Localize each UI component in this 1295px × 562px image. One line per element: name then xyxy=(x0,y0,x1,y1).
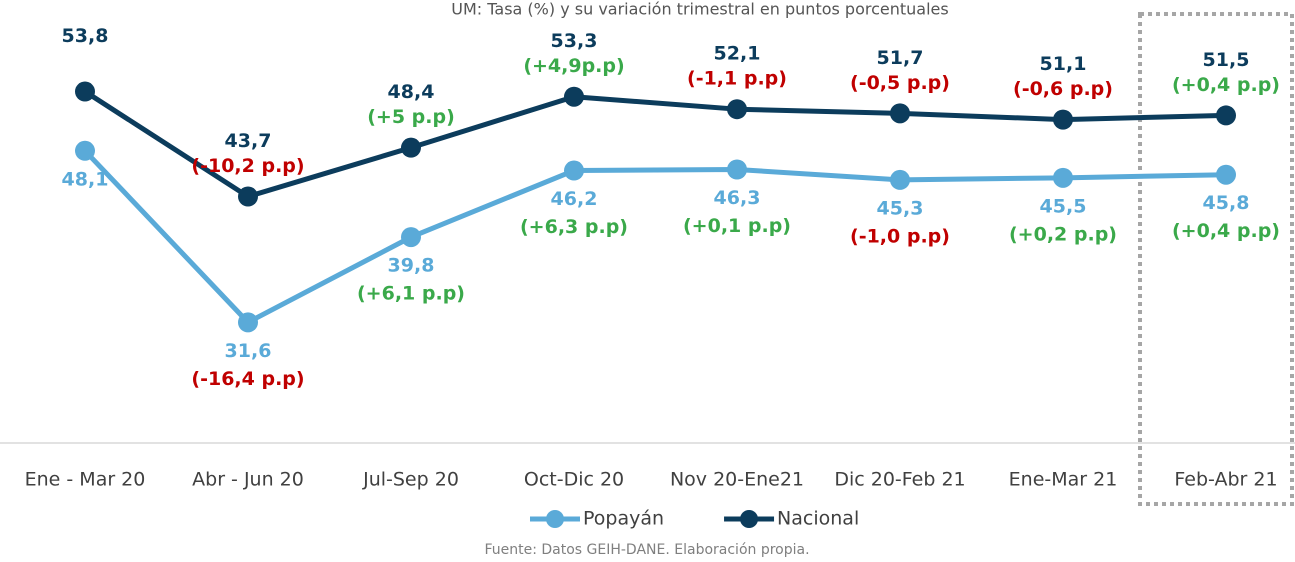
chart-title: UM: Tasa (%) y su variación trimestral e… xyxy=(451,0,948,19)
x-tick-label: Nov 20-Ene21 xyxy=(670,469,804,491)
legend-label: Nacional xyxy=(777,508,859,530)
x-tick-label: Oct-Dic 20 xyxy=(524,469,624,491)
change-annotation: (-1,1 p.p) xyxy=(687,68,787,90)
value-label: 43,7 xyxy=(225,130,272,152)
x-tick-label: Feb-Abr 21 xyxy=(1174,469,1277,491)
legend-label: Popayán xyxy=(583,508,664,530)
value-label: 53,8 xyxy=(62,25,109,47)
value-label: 45,8 xyxy=(1203,192,1250,214)
value-label: 39,8 xyxy=(388,255,435,277)
change-annotation: (-0,6 p.p) xyxy=(1013,78,1113,100)
source-note: Fuente: Datos GEIH-DANE. Elaboración pro… xyxy=(484,542,809,558)
x-tick-label: Ene-Mar 21 xyxy=(1009,469,1118,491)
x-tick-label: Jul-Sep 20 xyxy=(362,469,459,491)
value-label: 45,3 xyxy=(877,197,924,219)
change-annotation: (+4,9p.p) xyxy=(523,55,624,77)
value-label: 53,3 xyxy=(551,30,598,52)
legend-marker xyxy=(740,510,759,528)
point xyxy=(564,160,584,181)
value-label: 48,4 xyxy=(388,81,435,103)
x-tick-label: Abr - Jun 20 xyxy=(192,469,304,491)
point xyxy=(75,140,95,161)
point xyxy=(75,81,95,102)
point xyxy=(890,169,910,190)
highlight-box xyxy=(1138,12,1294,506)
value-label: 31,6 xyxy=(225,340,272,362)
change-annotation: (+6,1 p.p) xyxy=(357,283,465,305)
point xyxy=(401,227,421,248)
value-label: 51,7 xyxy=(877,47,924,69)
value-label: 51,5 xyxy=(1203,49,1250,71)
change-annotation: (+0,2 p.p) xyxy=(1009,223,1117,245)
point xyxy=(727,159,747,180)
series-line xyxy=(83,149,1227,325)
value-label: 45,5 xyxy=(1040,195,1087,217)
point xyxy=(401,137,421,158)
value-label: 48,1 xyxy=(62,168,109,190)
change-annotation: (-16,4 p.p) xyxy=(191,368,304,390)
value-label: 52,1 xyxy=(714,43,761,65)
point xyxy=(1216,105,1236,126)
change-annotation: (+5 p.p) xyxy=(367,106,455,128)
change-annotation: (+0,4 p.p) xyxy=(1172,74,1280,96)
point xyxy=(1053,167,1073,188)
value-label: 46,3 xyxy=(714,187,761,209)
point xyxy=(564,86,584,107)
change-annotation: (+0,1 p.p) xyxy=(683,215,791,237)
point xyxy=(890,103,910,124)
change-annotation: (+0,4 p.p) xyxy=(1172,220,1280,242)
change-annotation: (-1,0 p.p) xyxy=(850,225,950,247)
x-tick-label: Ene - Mar 20 xyxy=(25,469,146,491)
x-tick-label: Dic 20-Feb 21 xyxy=(834,469,965,491)
point xyxy=(238,186,258,207)
point xyxy=(1216,164,1236,185)
legend-marker xyxy=(546,510,564,528)
point xyxy=(727,99,747,120)
value-label: 46,2 xyxy=(551,188,598,210)
point xyxy=(1053,109,1073,130)
value-label: 51,1 xyxy=(1040,53,1087,75)
change-annotation: (-0,5 p.p) xyxy=(850,72,950,94)
change-annotation: (-10,2 p.p) xyxy=(191,155,304,177)
point xyxy=(238,312,258,333)
change-annotation: (+6,3 p.p) xyxy=(520,216,628,238)
series-line xyxy=(83,89,1227,200)
